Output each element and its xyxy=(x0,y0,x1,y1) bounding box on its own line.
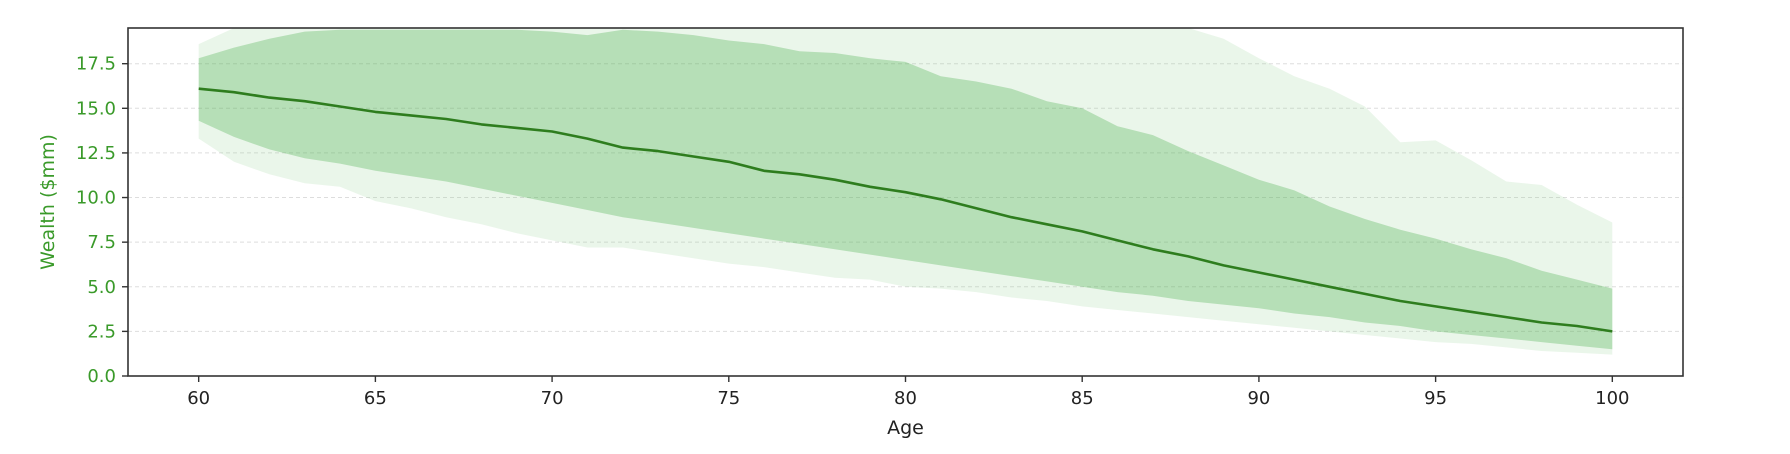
median-line xyxy=(198,87,1613,333)
y-tick-label: 17.5 xyxy=(76,54,116,75)
inner-percentile-band xyxy=(198,29,1613,350)
y-tick-label: 5.0 xyxy=(87,277,116,298)
x-tick-label: 75 xyxy=(717,388,740,409)
x-tick-label: 70 xyxy=(541,388,564,409)
y-tick-label: 7.5 xyxy=(87,232,116,253)
x-tick-label: 65 xyxy=(364,388,387,409)
y-tick-label: 0.0 xyxy=(87,366,116,387)
y-tick-label: 12.5 xyxy=(76,143,116,164)
y-axis-ticks: 0.0 2.5 5.0 7.5 10.0 12.5 15.0 17.5 xyxy=(76,54,128,387)
x-tick-label: 85 xyxy=(1071,388,1094,409)
x-tick-label: 90 xyxy=(1247,388,1270,409)
y-tick-label: 15.0 xyxy=(76,98,116,119)
grid-lines xyxy=(128,63,1683,332)
x-axis-ticks: 60 65 70 75 80 85 90 95 100 xyxy=(187,376,1629,409)
y-tick-label: 2.5 xyxy=(87,321,116,342)
x-tick-label: 95 xyxy=(1424,388,1447,409)
y-tick-label: 10.0 xyxy=(76,188,116,209)
median-line-group xyxy=(198,87,1613,333)
x-tick-label: 60 xyxy=(187,388,210,409)
x-tick-label: 80 xyxy=(894,388,917,409)
y-axis-label: Wealth ($mm) xyxy=(37,134,59,270)
x-tick-label: 100 xyxy=(1595,388,1629,409)
x-axis-label: Age xyxy=(887,417,924,439)
